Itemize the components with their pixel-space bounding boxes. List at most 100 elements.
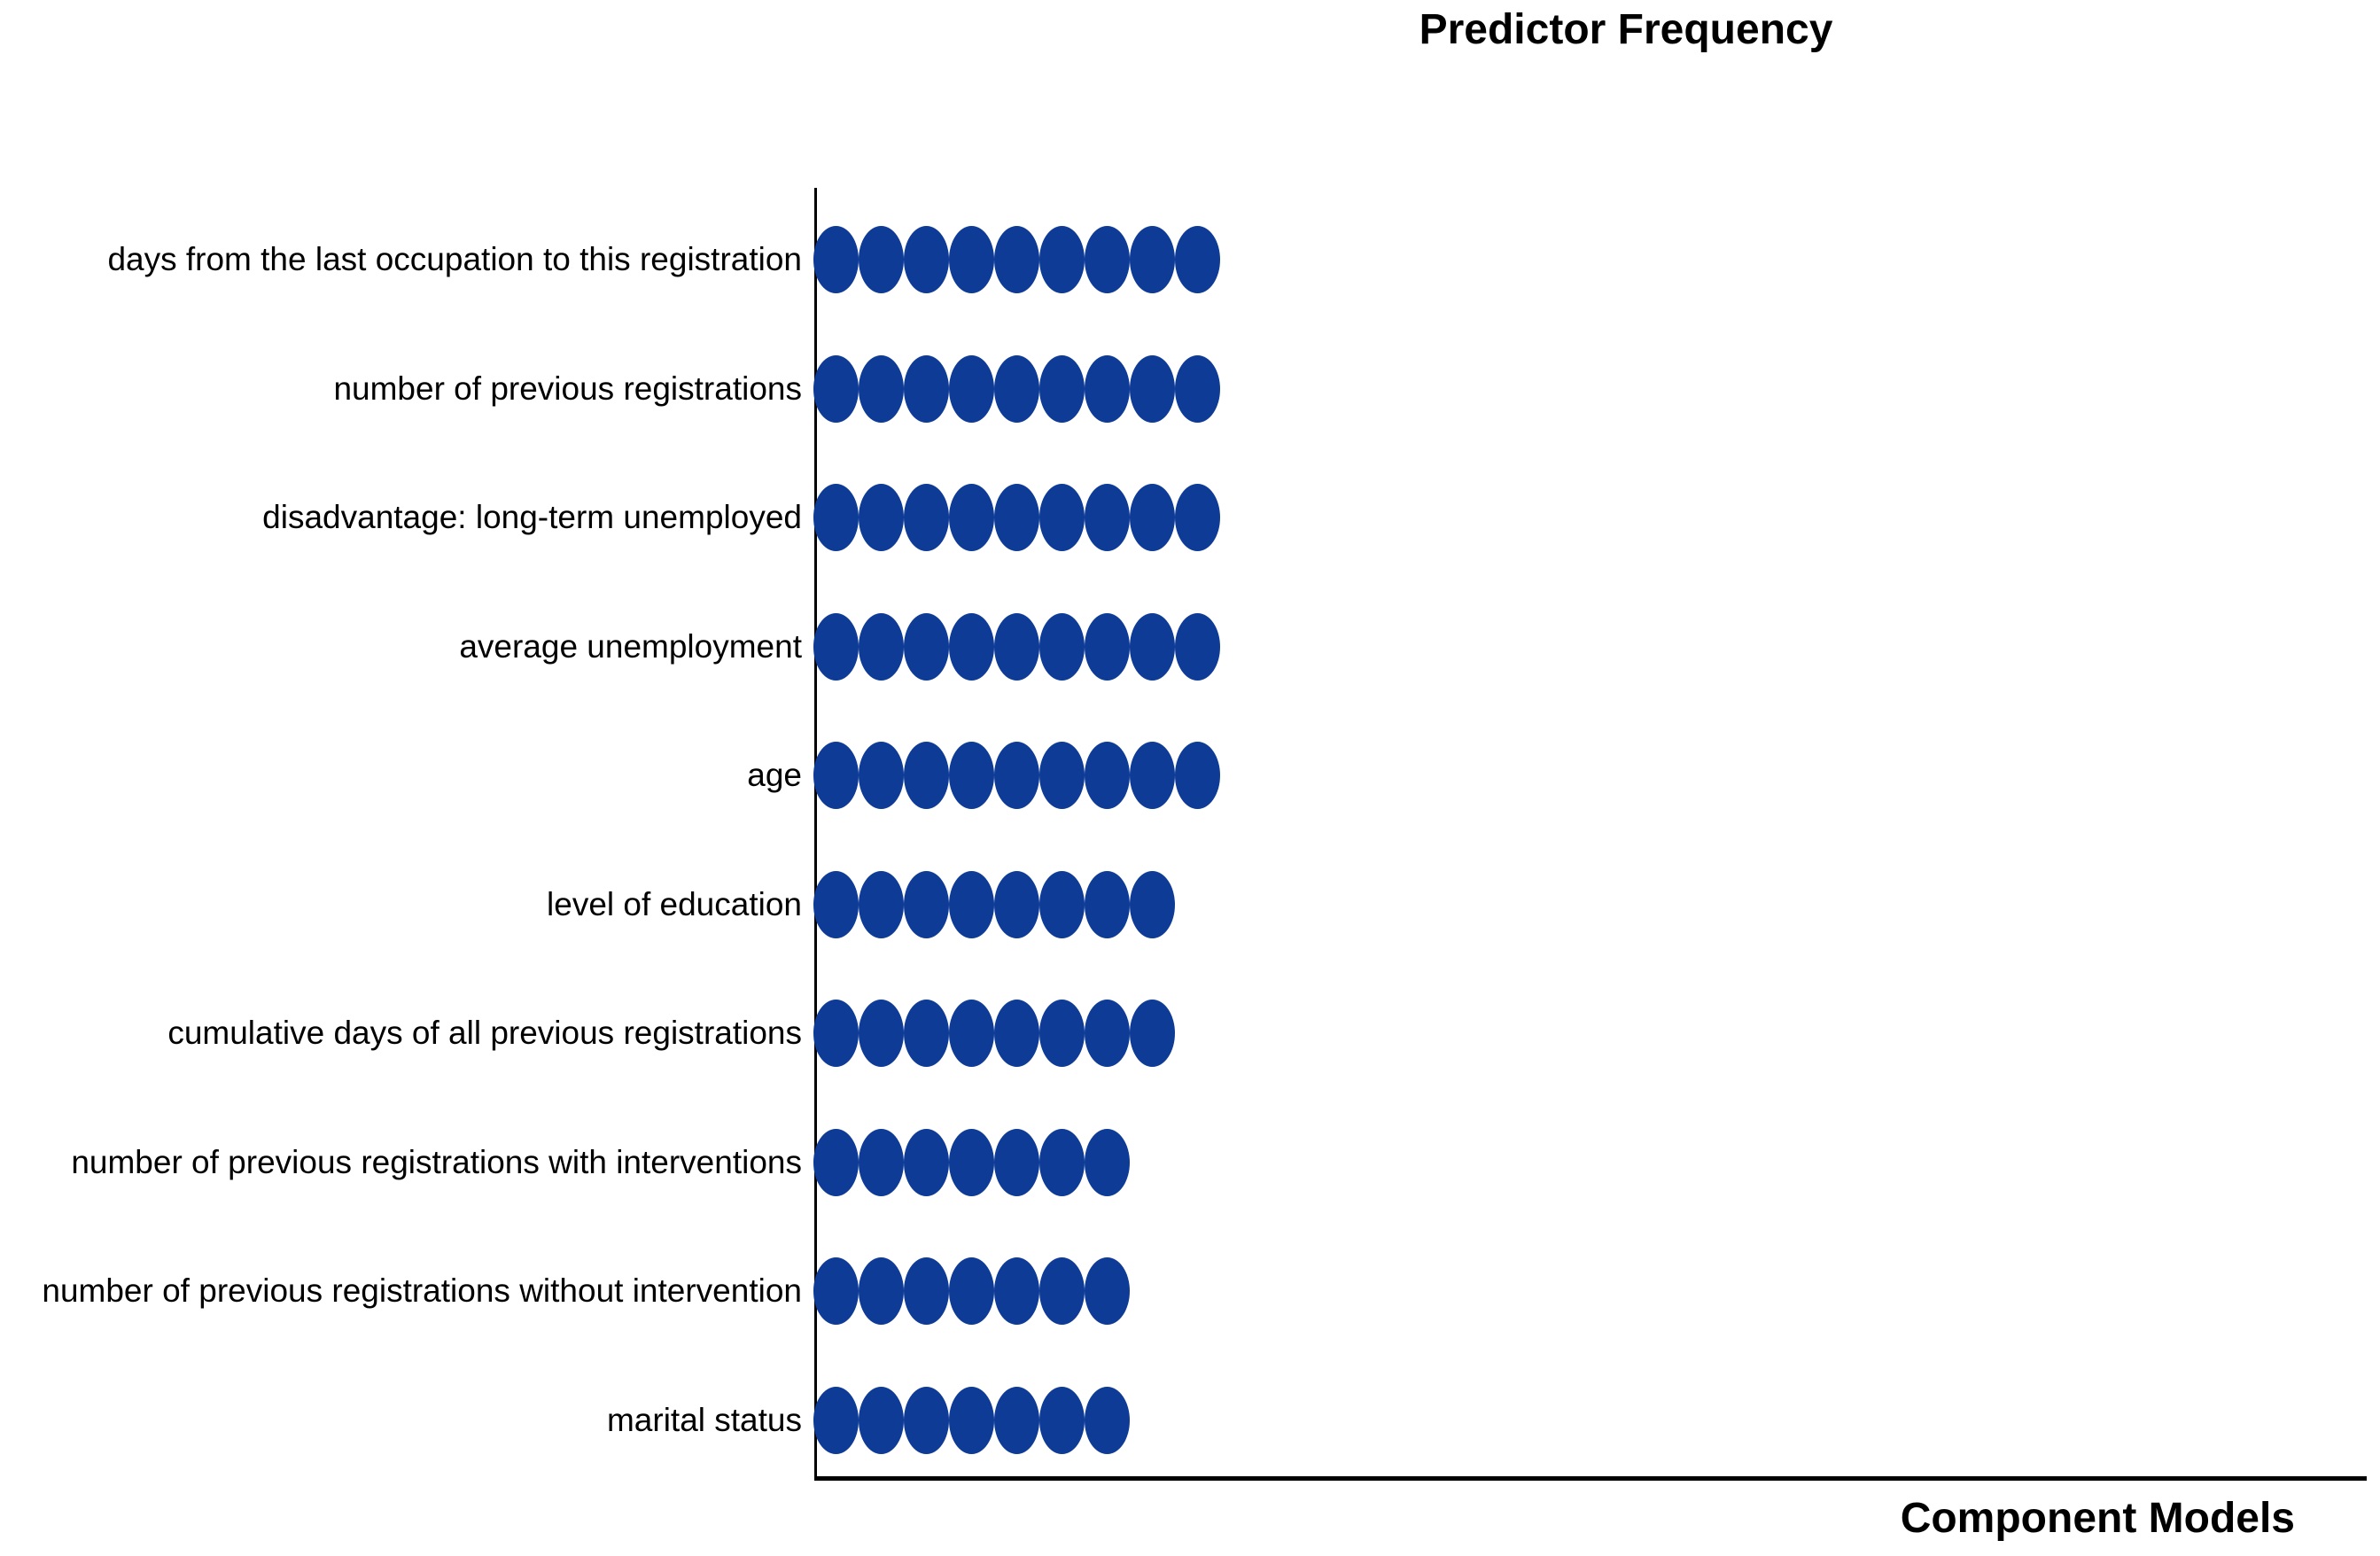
frequency-dot	[1085, 1128, 1130, 1196]
frequency-dot	[859, 1000, 904, 1068]
frequency-dot	[1175, 612, 1220, 681]
frequency-dot	[859, 354, 904, 423]
frequency-dot	[1039, 1257, 1085, 1326]
frequency-dot	[813, 1387, 859, 1455]
dot-row	[813, 612, 1220, 681]
frequency-dot	[813, 1000, 859, 1068]
dot-row	[813, 484, 1220, 552]
category-label: days from the last occupation to this re…	[107, 241, 802, 277]
frequency-dot	[1039, 1128, 1085, 1196]
frequency-dot	[859, 226, 904, 293]
frequency-dot	[904, 226, 949, 293]
frequency-dot	[859, 742, 904, 810]
dot-row	[813, 226, 1220, 293]
frequency-dot	[949, 1387, 994, 1455]
dot-row	[813, 1257, 1130, 1326]
frequency-dot	[994, 742, 1039, 810]
frequency-dot	[1039, 612, 1085, 681]
dot-row	[813, 870, 1175, 938]
frequency-dot	[813, 612, 859, 681]
frequency-dot	[1130, 484, 1175, 552]
frequency-dot	[904, 1257, 949, 1326]
frequency-dot	[813, 742, 859, 810]
frequency-dot	[859, 612, 904, 681]
frequency-dot	[813, 484, 859, 552]
frequency-dot	[1175, 354, 1220, 423]
frequency-dot	[813, 1128, 859, 1196]
frequency-dot	[949, 870, 994, 938]
frequency-dot	[1085, 484, 1130, 552]
frequency-dot	[949, 742, 994, 810]
frequency-dot	[1039, 484, 1085, 552]
frequency-dot	[1039, 1387, 1085, 1455]
frequency-dot	[1039, 354, 1085, 423]
frequency-dot	[904, 1128, 949, 1196]
frequency-dot	[904, 612, 949, 681]
frequency-dot	[1130, 742, 1175, 810]
frequency-dot	[994, 1000, 1039, 1068]
frequency-dot	[949, 484, 994, 552]
frequency-dot	[1130, 354, 1175, 423]
frequency-dot	[1175, 742, 1220, 810]
frequency-dot	[1175, 226, 1220, 293]
category-label: number of previous registrations without…	[42, 1272, 802, 1310]
category-label: number of previous registrations	[333, 370, 802, 407]
frequency-dot	[994, 484, 1039, 552]
chart-title: Predictor Frequency	[1419, 6, 1833, 53]
frequency-dot	[859, 870, 904, 938]
frequency-dot	[1130, 1000, 1175, 1068]
dot-row	[813, 1000, 1175, 1068]
dot-row	[813, 1128, 1130, 1196]
frequency-dot	[904, 742, 949, 810]
frequency-dot	[949, 1128, 994, 1196]
frequency-dot	[1039, 1000, 1085, 1068]
frequency-dot	[904, 1000, 949, 1068]
frequency-dot	[1085, 1257, 1130, 1326]
category-label: level of education	[547, 885, 802, 922]
frequency-dot	[1085, 870, 1130, 938]
frequency-dot	[949, 1000, 994, 1068]
dot-row	[813, 1387, 1130, 1455]
frequency-dot	[994, 354, 1039, 423]
frequency-dot	[904, 1387, 949, 1455]
y-axis-line	[814, 188, 817, 1480]
dot-row	[813, 742, 1220, 810]
frequency-dot	[1130, 870, 1175, 938]
frequency-dot	[904, 484, 949, 552]
frequency-dot	[1085, 226, 1130, 293]
frequency-dot	[994, 612, 1039, 681]
frequency-dot	[1039, 226, 1085, 293]
frequency-dot	[1130, 612, 1175, 681]
frequency-dot	[949, 354, 994, 423]
frequency-dot	[1175, 484, 1220, 552]
frequency-dot	[813, 226, 859, 293]
frequency-dot	[949, 1257, 994, 1326]
frequency-dot	[1085, 354, 1130, 423]
category-label: number of previous registrations with in…	[71, 1143, 802, 1180]
category-label: average unemployment	[459, 627, 802, 665]
frequency-dot	[1130, 226, 1175, 293]
frequency-dot	[813, 870, 859, 938]
frequency-dot	[1085, 1000, 1130, 1068]
frequency-dot	[994, 1128, 1039, 1196]
frequency-dot	[1039, 870, 1085, 938]
frequency-dot	[859, 1387, 904, 1455]
frequency-dot	[1039, 742, 1085, 810]
dot-row	[813, 354, 1220, 423]
x-axis-line	[814, 1476, 2367, 1481]
frequency-dot	[949, 226, 994, 293]
frequency-dot	[994, 1257, 1039, 1326]
category-label: age	[747, 757, 802, 794]
frequency-dot	[994, 870, 1039, 938]
category-label: cumulative days of all previous registra…	[167, 1015, 802, 1052]
frequency-dot	[904, 870, 949, 938]
x-axis-title: Component Models	[1900, 1495, 2295, 1542]
frequency-dot	[1085, 742, 1130, 810]
frequency-dot	[1085, 1387, 1130, 1455]
frequency-dot	[994, 1387, 1039, 1455]
frequency-dot	[859, 484, 904, 552]
frequency-dot	[813, 354, 859, 423]
frequency-dot	[904, 354, 949, 423]
frequency-dot	[994, 226, 1039, 293]
